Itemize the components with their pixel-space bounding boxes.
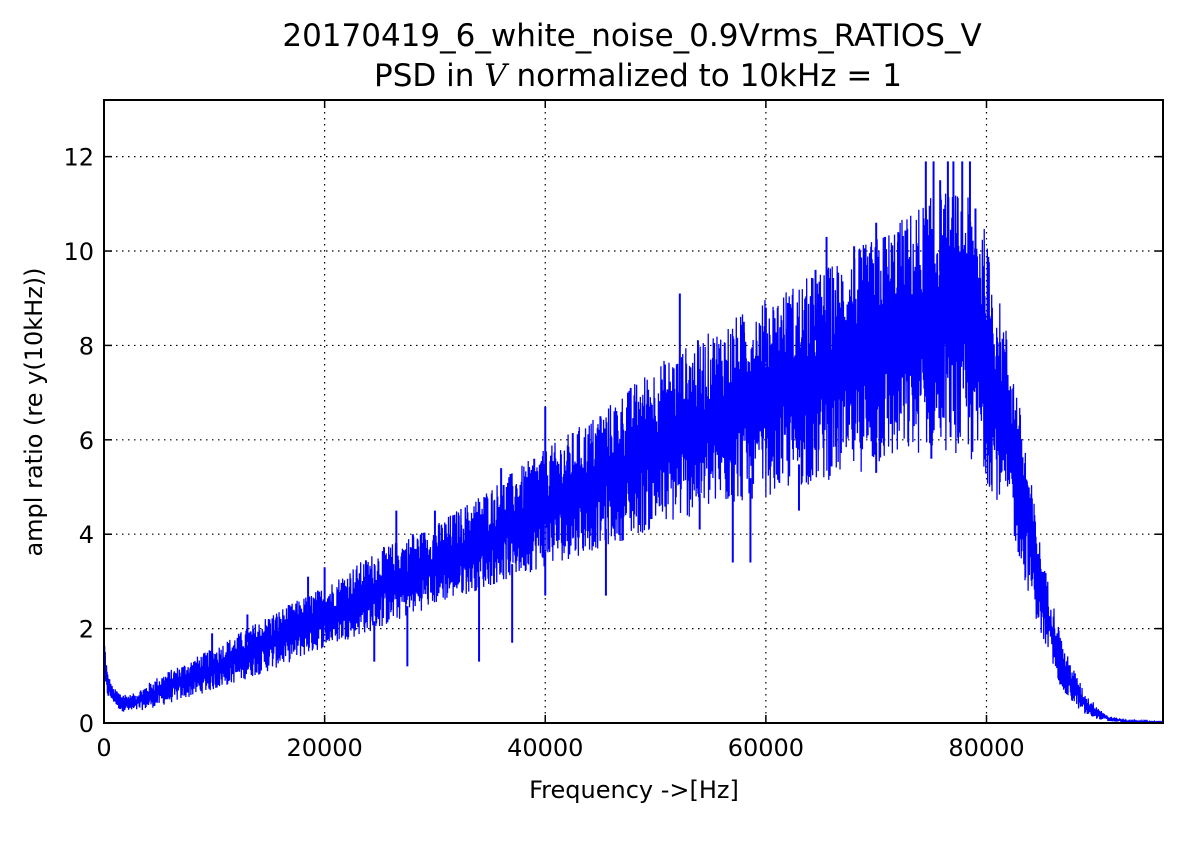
plot-area [104, 161, 1163, 723]
y-tick-label: 6 [79, 427, 94, 455]
chart-subtitle-prefix: PSD in [374, 58, 484, 94]
x-tick-label: 60000 [728, 734, 804, 762]
x-tick-label: 0 [96, 734, 111, 762]
ticks: 0 20000 40000 60000 80000 0 2 4 6 8 10 12 [63, 100, 1163, 762]
chart-subtitle-suffix: normalized to 10kHz = 1 [507, 58, 902, 94]
y-tick-label: 0 [79, 710, 94, 738]
x-tick-label: 80000 [948, 734, 1024, 762]
x-tick-label: 20000 [286, 734, 362, 762]
y-tick-label: 8 [79, 332, 94, 360]
y-tick-label: 4 [79, 521, 94, 549]
chart-subtitle-symbol: V [484, 58, 510, 94]
y-tick-label: 2 [79, 616, 94, 644]
y-axis-label: ampl ratio (re y(10kHz)) [20, 267, 48, 556]
chart-subtitle: PSD in V normalized to 10kHz = 1 [374, 58, 902, 94]
y-tick-label: 12 [63, 144, 94, 172]
chart-title: 20170419_6_white_noise_0.9Vrms_RATIOS_V [282, 18, 981, 54]
y-tick-label: 10 [63, 238, 94, 266]
x-tick-label: 40000 [507, 734, 583, 762]
plot-frame [103, 99, 1164, 724]
series-line [104, 193, 1163, 723]
x-axis-label: Frequency ->[Hz] [529, 776, 739, 804]
